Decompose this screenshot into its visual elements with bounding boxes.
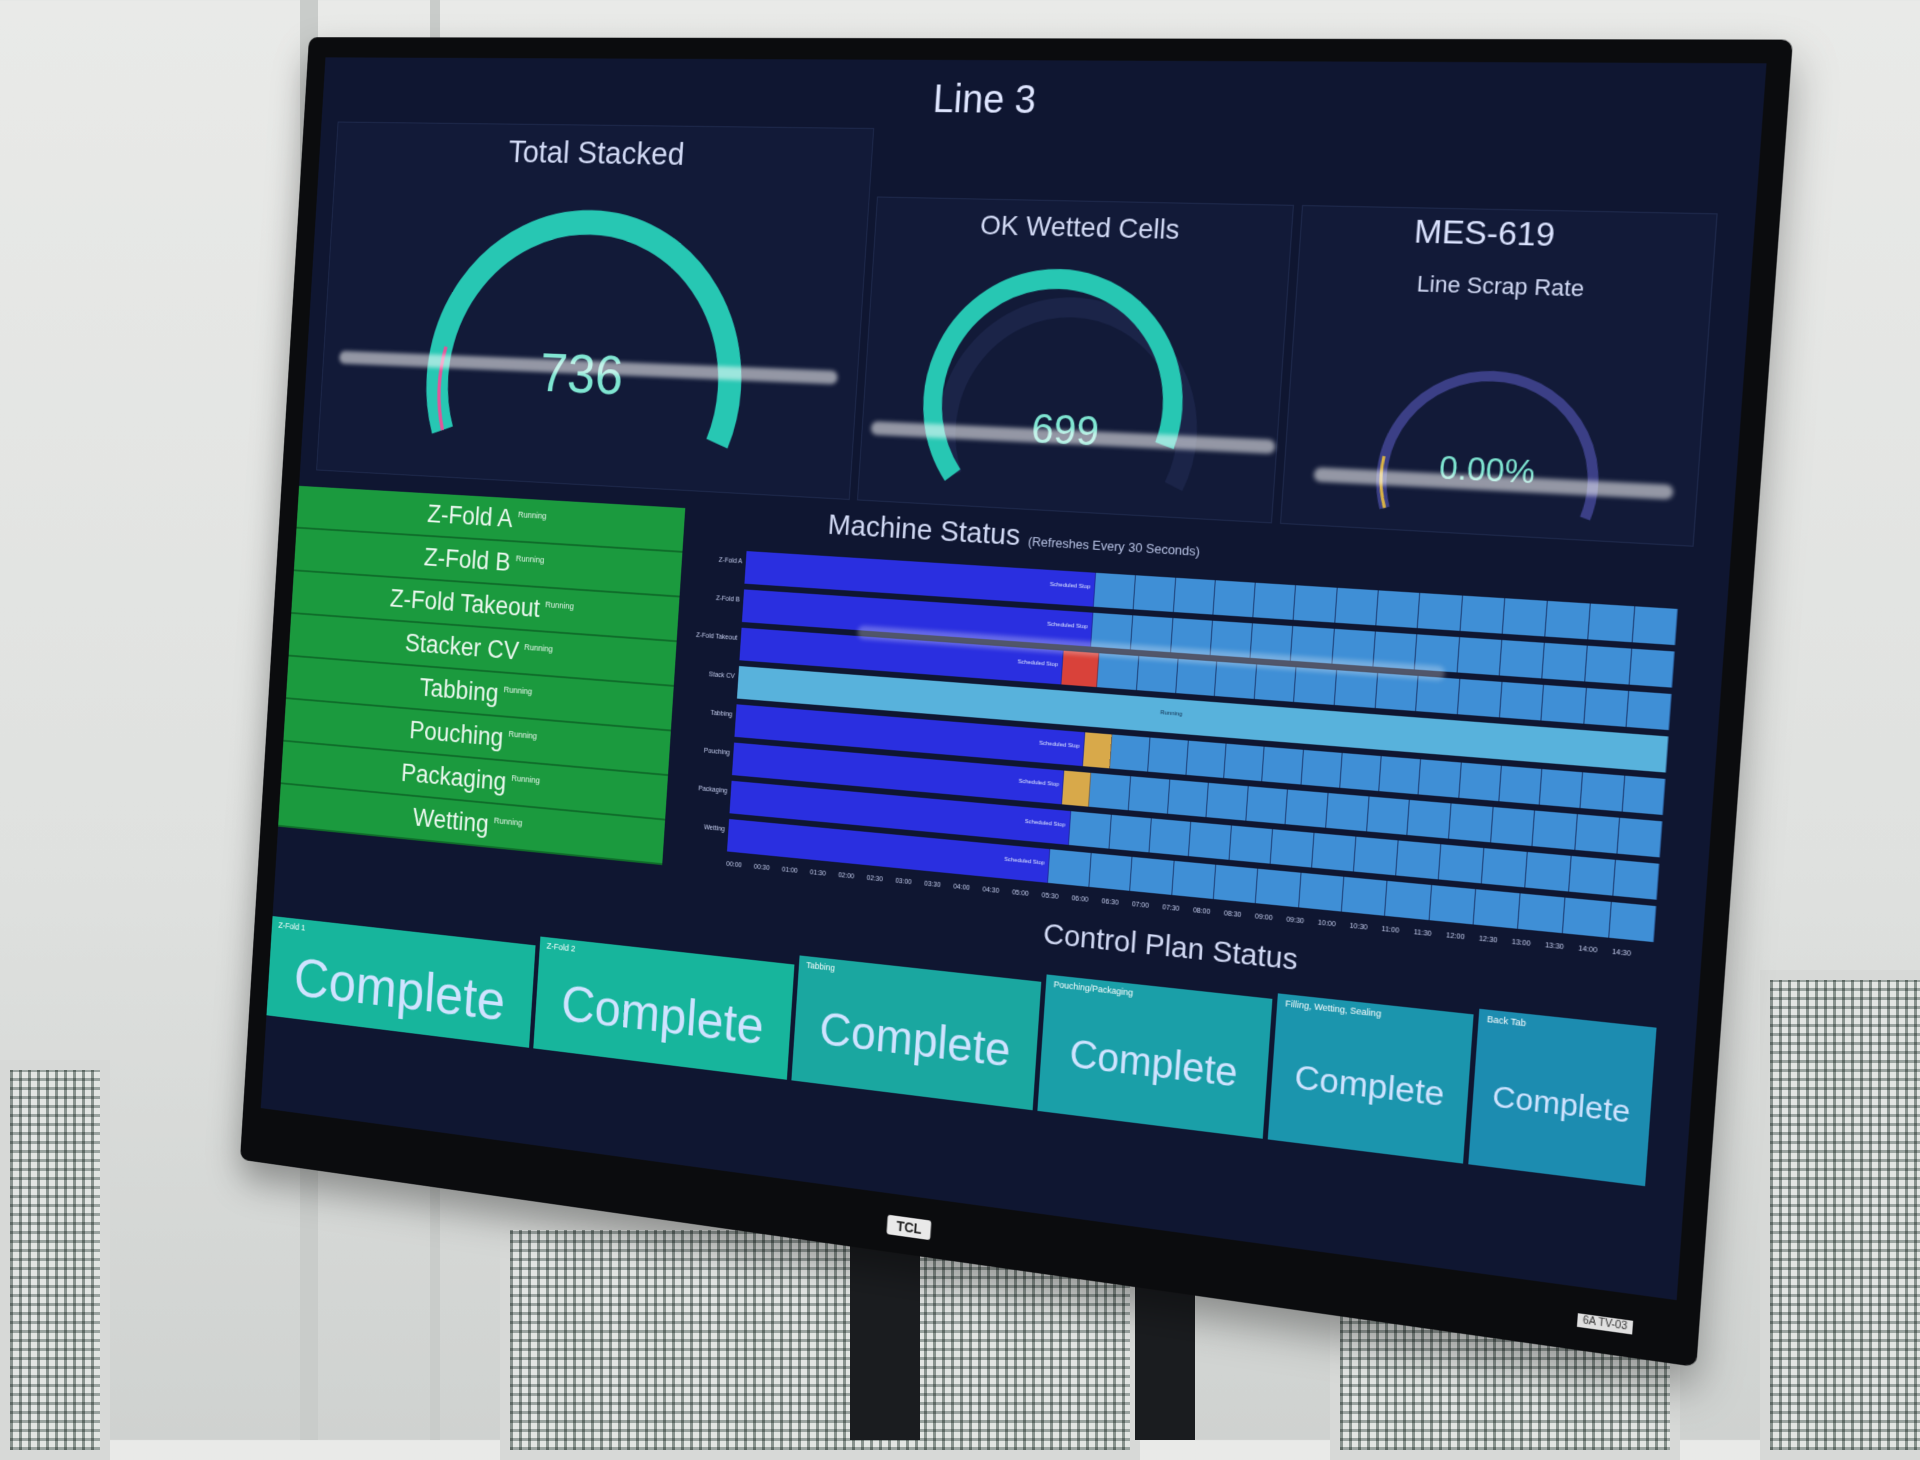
gauge-title: Total Stacked	[336, 132, 873, 177]
gauge-arc	[1281, 298, 1709, 545]
control-plan-tile[interactable]: Tabbing Complete	[791, 955, 1041, 1110]
timeline-segment	[1061, 651, 1100, 688]
time-tick-label: 03:30	[924, 881, 941, 889]
time-tick-label: 04:30	[982, 886, 999, 895]
time-tick-label: 03:00	[895, 878, 912, 886]
time-tick-label: 08:30	[1224, 910, 1242, 919]
time-tick-label: 05:00	[1012, 889, 1029, 898]
gauge-title: OK Wetted Cells	[875, 207, 1292, 249]
gauge-arc	[318, 177, 869, 479]
control-plan-status: Complete	[1268, 1010, 1473, 1164]
machine-name: Stacker CV	[404, 629, 520, 666]
machine-name: Tabbing	[419, 673, 500, 708]
control-plan-status: Complete	[533, 951, 793, 1079]
time-tick-label: 09:00	[1255, 913, 1273, 922]
timeline-segment	[1083, 732, 1113, 768]
machine-name: Z-Fold A	[426, 500, 513, 534]
gauge-panel-total-stacked: Total Stacked 736	[316, 122, 874, 500]
mes-label: MES-619	[1413, 212, 1556, 254]
gauge-arc	[859, 246, 1290, 512]
control-plan-label: Z-Fold 1	[278, 920, 305, 932]
machine-name: Packaging	[400, 759, 507, 797]
machine-status-list: Z-Fold A Running Z-Fold B Running Z-Fold T…	[278, 486, 686, 871]
machine-state: Running	[524, 642, 553, 653]
time-tick-label: 07:00	[1132, 901, 1150, 910]
machine-state: Running	[503, 685, 532, 697]
time-tick-label: 00:00	[726, 861, 742, 869]
control-plan-tile[interactable]: Z-Fold 2 Complete	[533, 937, 794, 1080]
timeline-segment	[1062, 771, 1091, 807]
time-tick-label: 13:30	[1545, 942, 1564, 951]
time-tick-label: 07:30	[1162, 904, 1180, 913]
time-tick-label: 01:30	[810, 869, 826, 877]
machine-state: Running	[511, 773, 540, 785]
time-tick-label: 13:00	[1512, 939, 1531, 948]
time-tick-label: 02:00	[838, 872, 854, 880]
machine-state: Running	[494, 816, 523, 828]
wall-vent	[0, 1060, 110, 1460]
time-tick-label: 05:30	[1041, 892, 1058, 901]
control-plan-tile[interactable]: Filling, Wetting, Sealing Complete	[1268, 993, 1474, 1163]
machine-status-subtitle: (Refreshes Every 30 Seconds)	[1027, 534, 1200, 559]
time-tick-label: 10:00	[1318, 920, 1336, 929]
control-plan-label: Z-Fold 2	[546, 941, 575, 954]
time-tick-label: 12:30	[1479, 936, 1498, 945]
time-tick-label: 08:00	[1193, 907, 1211, 916]
control-plan-status: Complete	[791, 971, 1040, 1110]
time-tick-label: 04:00	[953, 883, 970, 892]
machine-state: Running	[545, 600, 574, 611]
machine-name: Z-Fold B	[423, 543, 511, 577]
machine-name: Z-Fold Takeout	[389, 584, 541, 623]
time-tick-label: 11:30	[1413, 929, 1431, 938]
time-tick-label: 11:00	[1381, 926, 1399, 935]
tv-display: Line 3 Total Stacked 736 OK Wetted Cells…	[240, 37, 1793, 1367]
control-plan-status: Complete	[1468, 1025, 1655, 1186]
gauge-panel-ok-wetted-cells: OK Wetted Cells 699	[857, 196, 1294, 523]
tv-brand-logo: TCL	[886, 1215, 931, 1241]
page-title: Line 3	[322, 74, 1765, 131]
control-plan-tile[interactable]: Pouching/Packaging Complete	[1037, 974, 1272, 1138]
asset-tag: 6A TV-03	[1577, 1313, 1633, 1334]
timeline-lanes: Scheduled Stop Scheduled Stop Scheduled St…	[672, 542, 1688, 954]
machine-state: Running	[508, 729, 537, 741]
control-plan-tile[interactable]: Back Tab Complete	[1468, 1009, 1656, 1186]
machine-state: Running	[518, 510, 547, 521]
dashboard-screen: Line 3 Total Stacked 736 OK Wetted Cells…	[261, 57, 1767, 1300]
machine-state: Running	[516, 554, 545, 565]
time-tick-label: 14:00	[1578, 945, 1597, 954]
control-plan-status: Complete	[266, 930, 534, 1047]
time-tick-label: 14:30	[1612, 949, 1632, 958]
time-tick-label: 12:00	[1446, 932, 1465, 941]
time-tick-label: 09:30	[1286, 916, 1304, 925]
control-plan-label: Tabbing	[806, 960, 835, 973]
machine-name: Pouching	[409, 716, 505, 753]
time-tick-label: 02:30	[866, 875, 883, 883]
time-tick-label: 00:30	[754, 864, 770, 872]
machine-name: Wetting	[412, 803, 490, 839]
control-plan-status: Complete	[1037, 990, 1271, 1139]
time-tick-label: 06:30	[1101, 898, 1118, 907]
control-plan-tile[interactable]: Z-Fold 1 Complete	[266, 916, 535, 1048]
time-tick-label: 06:00	[1071, 895, 1088, 904]
time-tick-label: 01:00	[782, 866, 798, 874]
wall-vent	[1760, 970, 1920, 1460]
time-tick-label: 10:30	[1349, 923, 1367, 932]
machine-status-heading: Machine Status	[827, 509, 1022, 553]
